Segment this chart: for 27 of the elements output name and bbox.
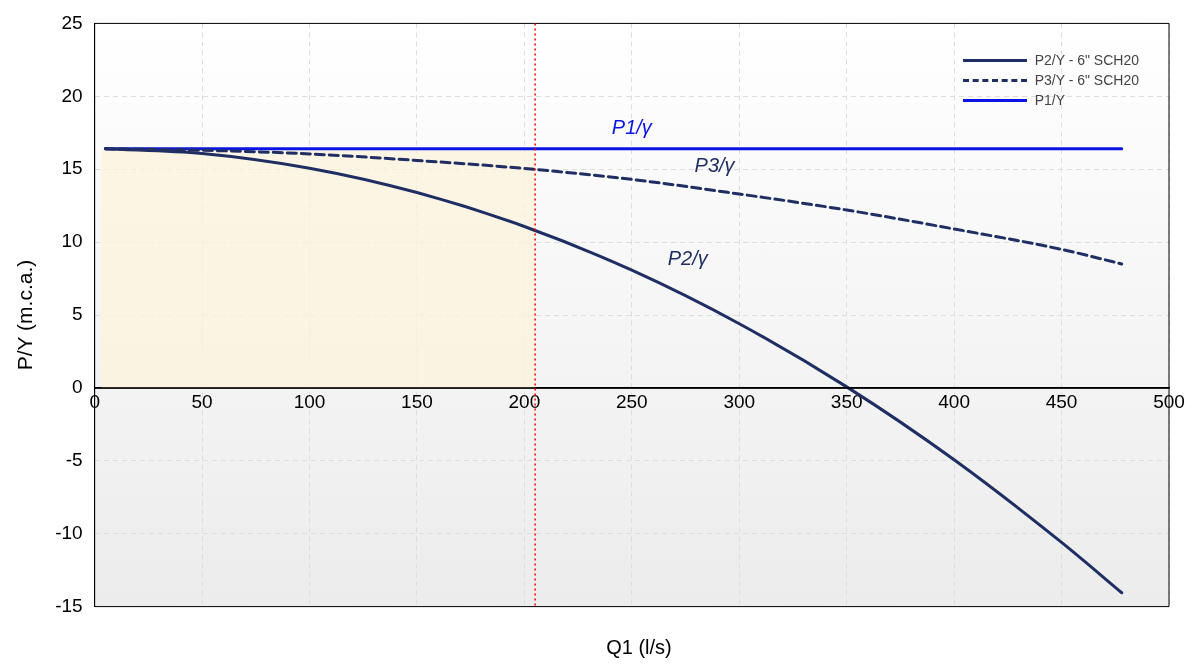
x-tick-label: 250	[615, 390, 648, 412]
x-tick-label: 350	[830, 390, 863, 412]
legend-label: P1/Y	[1034, 92, 1066, 108]
x-tick-label: 400	[938, 390, 970, 412]
y-tick-label: 10	[61, 230, 83, 252]
x-tick-label: 50	[191, 390, 213, 412]
y-tick-label: 5	[72, 303, 83, 325]
y-tick-label: 15	[61, 157, 83, 179]
x-axis-title: Q1 (l/s)	[605, 636, 673, 659]
annotation: P3/γ	[694, 153, 736, 176]
legend-label: P2/Y - 6" SCH20	[1034, 52, 1139, 68]
y-tick-label: -15	[55, 594, 83, 616]
y-axis-title: P/Y (m.c.a.)	[13, 259, 37, 371]
x-tick-label: 150	[401, 390, 433, 412]
annotation: P2/γ	[667, 247, 709, 270]
x-tick-label: 300	[723, 390, 756, 412]
x-tick-label: 500	[1153, 390, 1185, 412]
x-tick-label: 450	[1045, 390, 1078, 412]
y-tick-label: 0	[72, 376, 83, 398]
y-tick-label: -10	[55, 521, 83, 543]
y-tick-label: 25	[61, 11, 83, 33]
x-tick-label: 100	[293, 390, 326, 412]
x-tick-label: 200	[508, 390, 541, 412]
annotation: P1/γ	[611, 115, 653, 138]
y-tick-label: 20	[61, 84, 83, 106]
y-tick-label: -5	[65, 449, 83, 471]
legend-label: P3/Y - 6" SCH20	[1034, 72, 1139, 88]
